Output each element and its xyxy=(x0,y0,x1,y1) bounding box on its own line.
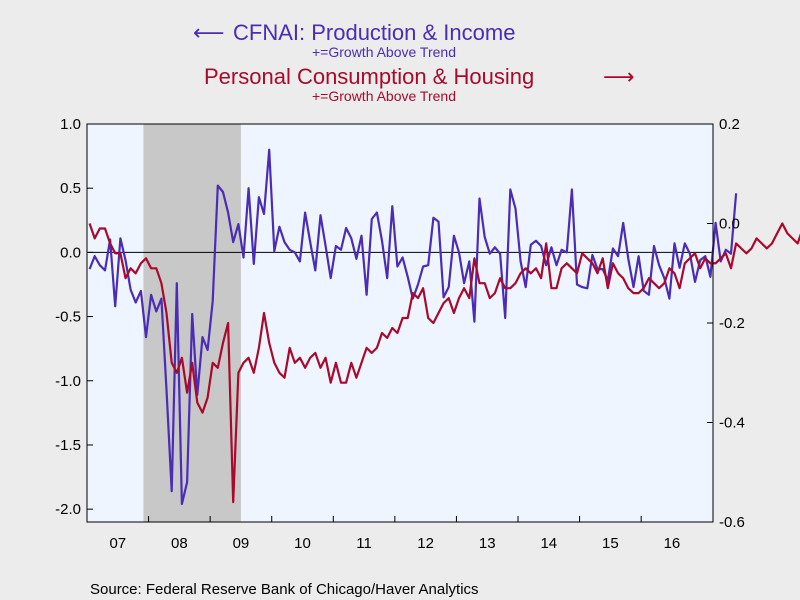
left-axis-tick-label: -1.0 xyxy=(55,373,81,390)
right-axis-tick-label: 0.0 xyxy=(719,216,740,233)
x-axis-tick-label: 10 xyxy=(294,535,311,552)
right-axis-tick-label: 0.2 xyxy=(719,116,740,133)
series-group xyxy=(88,148,800,506)
x-axis-tick-label: 09 xyxy=(233,535,250,552)
right-axis-tick-label: -0.2 xyxy=(719,315,745,332)
series1-subtitle: +=Growth Above Trend xyxy=(312,44,456,60)
x-axis-tick-label: 08 xyxy=(171,535,188,552)
right-axis-tick-label: -0.6 xyxy=(719,514,745,531)
x-axis-tick-label: 16 xyxy=(664,535,681,552)
right-axis-tick-label: -0.4 xyxy=(719,415,745,432)
series1-title-arrow: ⟵ xyxy=(193,20,225,45)
series-line-2 xyxy=(88,222,800,504)
left-axis-tick-label: -0.5 xyxy=(55,309,81,326)
x-axis-tick-label: 11 xyxy=(356,535,372,552)
x-axis-tick-label: 12 xyxy=(417,535,434,552)
left-axis: 1.0 0.5 0.0 -0.5 -1.0 -1.5 -2.0 xyxy=(55,116,93,518)
right-axis: 0.2 0.0 -0.2 -0.4 -0.6 xyxy=(707,116,745,531)
series1-title: CFNAI: Production & Income xyxy=(233,20,515,45)
source-note: Source: Federal Reserve Bank of Chicago/… xyxy=(90,581,479,598)
series2-title: Personal Consumption & Housing xyxy=(204,64,534,89)
x-axis-tick-label: 14 xyxy=(540,535,557,552)
x-axis: 07 08 09 10 11 12 13 14 15 16 xyxy=(86,516,681,552)
left-axis-tick-label: -1.5 xyxy=(55,437,81,454)
left-axis-tick-label: -2.0 xyxy=(55,501,81,518)
chart-title-block: ⟵ CFNAI: Production & Income +=Growth Ab… xyxy=(193,20,635,104)
left-axis-tick-label: 1.0 xyxy=(60,116,81,133)
x-axis-tick-label: 13 xyxy=(479,535,496,552)
x-axis-tick-label: 07 xyxy=(109,535,126,552)
series2-title-arrow: ⟶ xyxy=(603,64,635,89)
x-axis-tick-label: 15 xyxy=(602,535,619,552)
left-axis-tick-label: 0.5 xyxy=(60,180,81,197)
left-axis-tick-label: 0.0 xyxy=(60,244,81,261)
series2-subtitle: +=Growth Above Trend xyxy=(312,88,456,104)
